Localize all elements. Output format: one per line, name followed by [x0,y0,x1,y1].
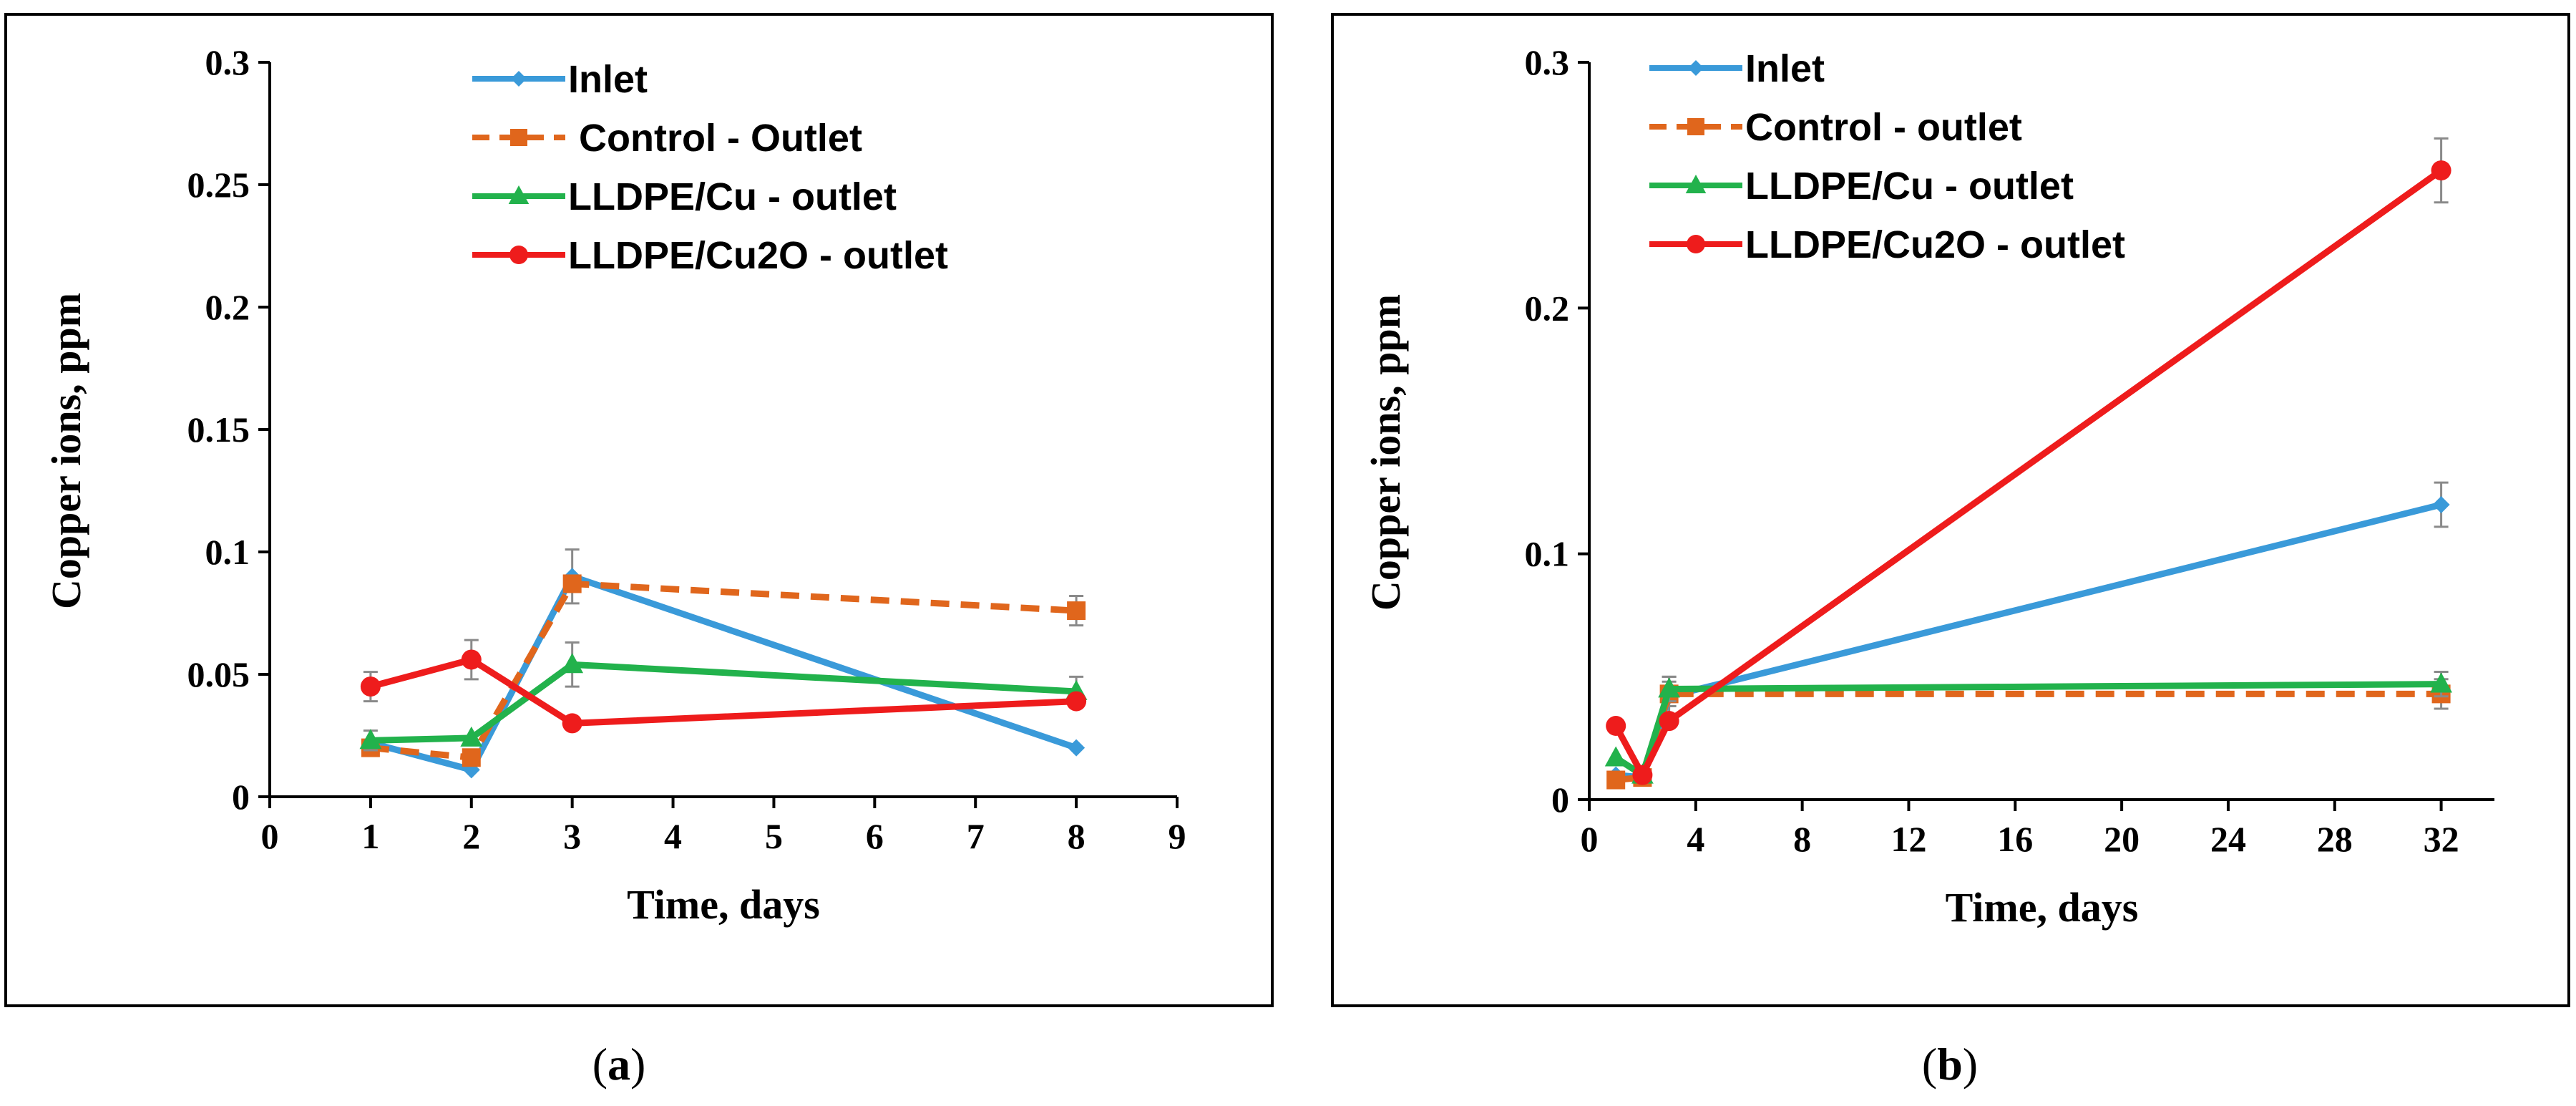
chart-a-x-tick-label: 6 [866,816,884,856]
chart-b-legend-entry-marker [1687,118,1704,135]
chart-a-legend-entry-marker [510,129,527,146]
panel-b-caption: (b) [1922,1039,1978,1090]
chart-a-series-inlet-point [1068,739,1085,757]
chart-b-x-tick-label: 32 [2424,819,2459,859]
chart-b-series-lldpe-cu2o-outlet [1606,137,2451,785]
chart-a-x-tick-label: 1 [361,816,379,856]
chart-b-x-tick-label: 16 [1997,819,2033,859]
panel-b-plot: 0 0.1 0.2 0.3 0 4 8 12 16 20 24 28 32 Time, days Coppe… [1362,42,2494,931]
panel-a-frame [4,13,1274,1007]
chart-b-series-lldpe-cu-outlet-point [2430,672,2452,693]
chart-a-x-tick-label: 5 [765,816,783,856]
chart-b-series-lldpe-cu2o-outlet-point [1659,711,1679,732]
chart-b-series-lldpe-cu-outlet-point [1658,677,1681,698]
chart-a-legend-entry-label: LLDPE/Cu2O - outlet [568,234,948,277]
chart-a-x-tick-label: 0 [261,816,279,856]
chart-a-y-tick-label: 0.15 [187,409,250,450]
chart-a-y-tick-label: 0.1 [205,532,250,572]
chart-a-series-control-outlet-line [370,580,1077,761]
chart-b-y-tick-label: 0 [1551,780,1569,820]
chart-b-x-tick-label: 28 [2317,819,2353,859]
chart-b-x-tick-label: 20 [2104,819,2140,859]
chart-b-x-tick-label: 0 [1581,819,1599,859]
chart-b-legend-entry-label: LLDPE/Cu - outlet [1745,165,2074,208]
chart-a-legend-entry-label: Control - Outlet [568,117,862,160]
chart-a-y-tick-label: 0.3 [205,42,250,82]
chart-a-legend-entry-label: LLDPE/Cu - outlet [568,175,897,218]
chart-b-y-axis-title: Copper ions, ppm [1362,294,1409,611]
chart-a-legend-entry-marker [511,71,527,87]
chart-b-x-tick-label: 24 [2210,819,2246,859]
chart-a-y-tick-label: 0.05 [187,654,250,694]
chart-a-y-tick-label: 0 [232,777,250,817]
chart-b-x-tick-label: 12 [1890,819,1926,859]
chart-b-x-tick-label: 8 [1793,819,1811,859]
chart-b-series-lldpe-cu2o-outlet-point [2431,160,2451,181]
chart-a-x-tick-label: 2 [462,816,480,856]
chart-a-series-lldpe-cu-outlet-point [359,729,382,750]
chart-b-legend-entry: Inlet [1649,47,1825,90]
chart-a-series-lldpe-cu2o-outlet [360,639,1087,734]
panel-b: 0 0.1 0.2 0.3 0 4 8 12 16 20 24 28 32 Time, days Coppe… [1331,13,2570,1090]
chart-a-series-control-outlet-point [562,574,582,593]
chart-a-x-tick-label: 8 [1068,816,1085,856]
chart-b-x-axis-title: Time, days [1946,884,2139,931]
panel-a: 0 0.05 0.1 0.15 0.2 0.25 0.3 0 1 2 3 4 5 6 7 8 9 Time, da… [4,13,1274,1090]
chart-a-legend-entry-label: Inlet [568,58,648,101]
chart-a-legend-entry: Inlet [472,58,648,101]
chart-a-series-lldpe-cu2o-outlet-line [369,656,1077,727]
chart-a-legend-entry: Control - Outlet [472,117,862,160]
chart-b-x-tick-label: 4 [1687,819,1704,859]
chart-a-legend-entry-marker [508,185,530,205]
panel-b-frame [1331,13,2570,1007]
chart-b-legend-entry-marker [1687,235,1705,253]
chart-a-x-tick-label: 4 [664,816,682,856]
chart-b-series-lldpe-cu2o-outlet-point [1632,765,1653,785]
chart-a-series-lldpe-cu2o-outlet-point [1066,691,1087,712]
chart-b-legend-entry: Control - outlet [1649,106,2022,149]
chart-a-series-lldpe-cu2o-outlet-point [461,649,482,670]
chart-b-series-lldpe-cu2o-outlet-line [1613,168,2444,779]
chart-a-y-axis-title: Copper ions, ppm [43,293,89,609]
chart-b-legend-entry-marker [1685,175,1707,194]
chart-a-x-tick-label: 7 [967,816,985,856]
chart-a-series-lldpe-cu-outlet-line [370,661,1077,744]
chart-b-y-tick-label: 0.2 [1525,288,1570,328]
chart-a-series-lldpe-cu2o-outlet-point [360,676,381,697]
chart-b-series-lldpe-cu-outlet-point [1604,746,1627,767]
chart-a-legend-entry: LLDPE/Cu2O - outlet [472,234,948,277]
chart-b-legend-entry: LLDPE/Cu - outlet [1649,165,2074,208]
chart-b-legend-entry-marker [1688,60,1704,76]
chart-b-y-tick-label: 0.3 [1525,42,1570,82]
chart-a-series-lldpe-cu2o-outlet-point [562,713,582,734]
chart-a-series-lldpe-cu-outlet-point [460,726,483,747]
chart-a-x-tick-label: 9 [1169,816,1186,856]
chart-a-series-control-outlet-point [462,748,481,767]
chart-a-series-control-outlet-point [1067,601,1086,621]
chart-b-legend-entry-label: Inlet [1745,47,1825,90]
chart-b-series-control-outlet-point [1606,770,1626,790]
chart-a-y-tick-label: 0.2 [205,287,250,327]
chart-b-legend: Inlet Control - outlet LLDPE/Cu - outlet LL… [1649,47,2125,266]
chart-b-series-inlet-point [2432,496,2450,513]
chart-a-series-lldpe-cu-outlet-point [561,653,584,674]
chart-b-y-tick-label: 0.1 [1525,534,1570,574]
panel-a-caption: (a) [592,1039,646,1090]
chart-b-series-lldpe-cu-outlet-line [1614,681,2441,779]
chart-b-series-lldpe-cu2o-outlet-point [1606,716,1626,736]
chart-a-series-inlet-line [369,573,1078,773]
panel-a-plot: 0 0.05 0.1 0.15 0.2 0.25 0.3 0 1 2 3 4 5 6 7 8 9 Time, da… [43,42,1186,928]
chart-a-legend-entry: LLDPE/Cu - outlet [472,175,897,218]
chart-b-legend-entry: LLDPE/Cu2O - outlet [1649,223,2125,266]
chart-b-legend-entry-label: Control - outlet [1745,106,2022,149]
chart-a-legend: Inlet Control - Outlet LLDPE/Cu - outlet L… [472,58,948,277]
chart-a-legend-entry-marker [509,246,528,264]
chart-a-x-axis-title: Time, days [627,881,820,928]
chart-b-legend-entry-label: LLDPE/Cu2O - outlet [1745,223,2125,266]
chart-a-y-tick-label: 0.25 [187,165,250,205]
chart-a-x-tick-label: 3 [563,816,581,856]
